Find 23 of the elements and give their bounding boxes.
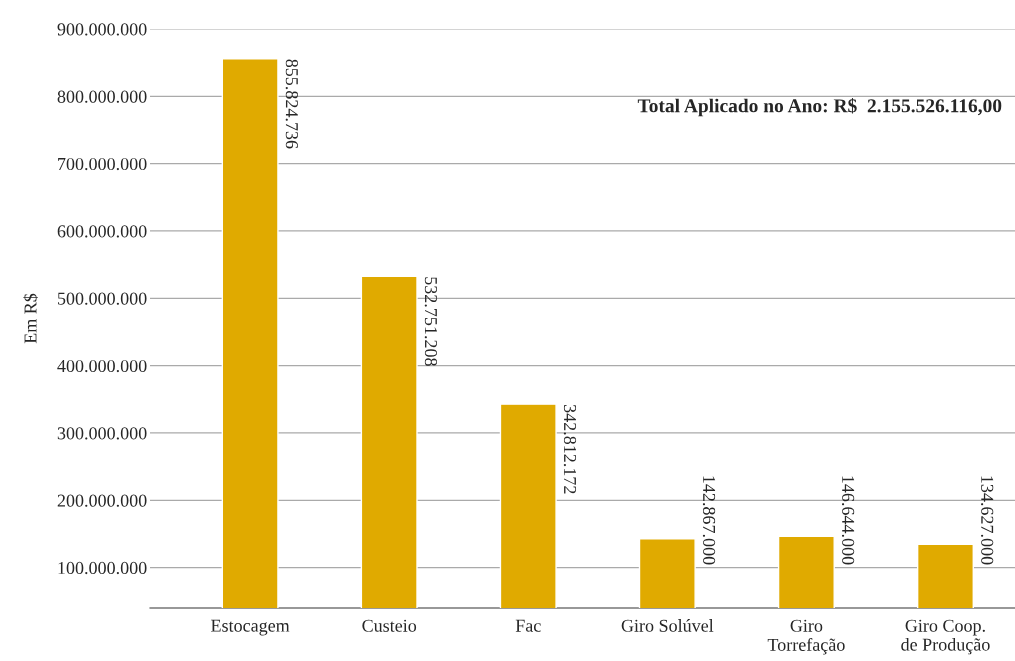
y-tick-label: 600.000.000 bbox=[57, 225, 147, 238]
y-tick-label: 700.000.000 bbox=[58, 157, 147, 171]
y-tick-label: 900.000.000 bbox=[57, 23, 147, 36]
data-label: 532.751.208 bbox=[424, 277, 438, 366]
x-tick-label: Custeio bbox=[362, 619, 417, 632]
x-tick-label: Estocagem bbox=[211, 619, 290, 636]
data-label: 855.824.736 bbox=[285, 59, 298, 149]
data-label: 342.812.172 bbox=[563, 404, 577, 494]
x-tick-label: Giro Coop. de Produção bbox=[901, 619, 990, 655]
data-label: 146.644.000 bbox=[841, 476, 855, 565]
y-tick-label: 100.000.000 bbox=[58, 561, 147, 575]
y-tick-label: 400.000.000 bbox=[57, 359, 147, 373]
y-tick-label: 500.000.000 bbox=[57, 292, 147, 305]
annotation: Total Aplicado no Ano: R$ 2.155.526.116,00 bbox=[637, 98, 1002, 117]
y-tick-label: 800.000.000 bbox=[57, 90, 147, 103]
y-tick-label: 300.000.000 bbox=[57, 427, 147, 440]
x-tick-label: Giro Torrefação bbox=[767, 619, 845, 655]
y-tick-label: 200.000.000 bbox=[57, 494, 147, 507]
x-tick-label: Giro Solúvel bbox=[621, 619, 714, 632]
data-label: 134.627.000 bbox=[981, 476, 994, 565]
data-label: 142.867.000 bbox=[702, 476, 716, 565]
x-tick-label: Fac bbox=[515, 619, 541, 632]
y-axis-title: Em R$ bbox=[23, 293, 38, 344]
